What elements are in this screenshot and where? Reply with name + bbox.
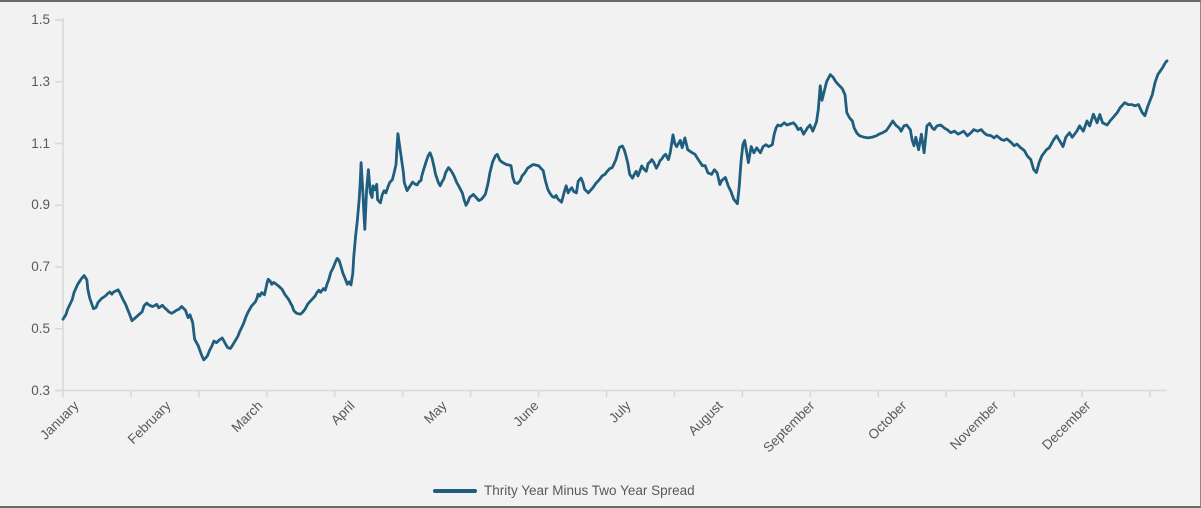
legend: Thrity Year Minus Two Year Spread bbox=[433, 483, 695, 498]
y-axis-tick-label: 1.5 bbox=[31, 12, 50, 27]
y-axis-tick-label: 0.3 bbox=[31, 382, 50, 398]
y-axis-tick-label: 0.9 bbox=[31, 197, 50, 213]
legend-line-marker bbox=[433, 488, 477, 493]
series-line-thirty-minus-two-spread bbox=[61, 59, 1169, 362]
y-axis-tick-label: 1.1 bbox=[31, 135, 50, 151]
legend-label: Thrity Year Minus Two Year Spread bbox=[484, 483, 695, 498]
y-axis-tick-label: 0.5 bbox=[31, 320, 50, 336]
y-axis-tick-label: 1.3 bbox=[31, 73, 50, 89]
y-axis-tick-label: 0.7 bbox=[31, 259, 50, 274]
